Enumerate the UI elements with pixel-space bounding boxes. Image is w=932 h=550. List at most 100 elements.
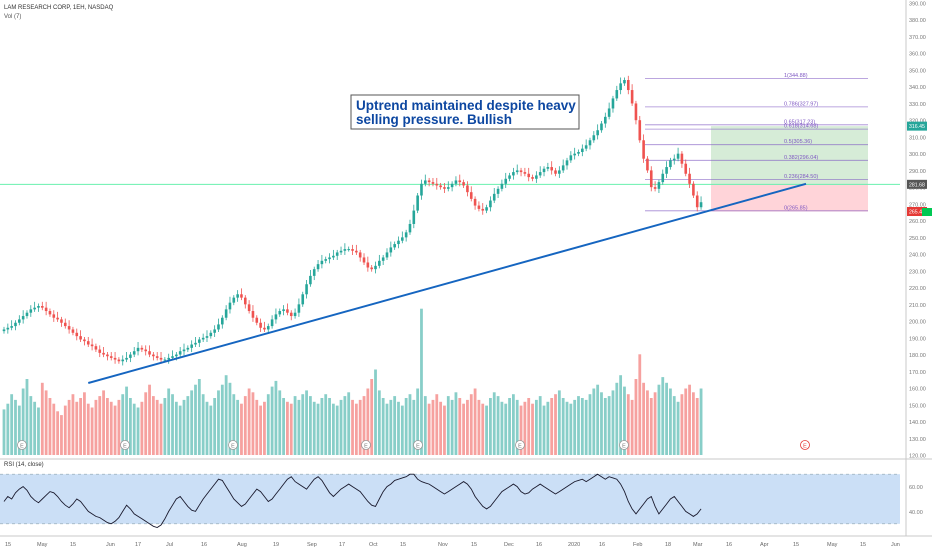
candle-body bbox=[6, 327, 10, 330]
candle-body bbox=[684, 163, 688, 174]
volume-bar bbox=[669, 388, 672, 455]
candle-body bbox=[508, 175, 511, 179]
candle-body bbox=[144, 349, 148, 352]
volume-bar bbox=[519, 405, 523, 455]
price-tick-label: 370.00 bbox=[909, 35, 926, 41]
candle-body bbox=[140, 347, 144, 350]
volume-bar bbox=[301, 394, 305, 455]
earnings-marker[interactable] bbox=[120, 440, 130, 450]
candle-body bbox=[217, 324, 220, 330]
profit-zone[interactable] bbox=[711, 126, 868, 185]
time-axis-label: Mar bbox=[693, 542, 703, 548]
volume-bar bbox=[423, 396, 427, 455]
candle-body bbox=[546, 167, 550, 169]
volume-bar bbox=[83, 392, 86, 455]
candle-body bbox=[492, 193, 496, 201]
volume-bar bbox=[454, 392, 458, 455]
volume-bar bbox=[607, 396, 611, 455]
volume-bar bbox=[692, 392, 695, 455]
earnings-marker[interactable] bbox=[361, 440, 371, 450]
trendline[interactable] bbox=[87, 182, 807, 384]
volume-bar bbox=[171, 394, 174, 455]
volume-bar bbox=[534, 399, 538, 455]
price-tick-label: 160.00 bbox=[909, 387, 926, 393]
volume-bar bbox=[21, 388, 25, 455]
candle-body bbox=[18, 319, 21, 323]
candle-body bbox=[393, 244, 396, 248]
volume-bar bbox=[98, 396, 102, 455]
candle-body bbox=[420, 183, 423, 196]
volume-bar bbox=[309, 396, 312, 455]
candle-body bbox=[496, 188, 500, 194]
candle-body bbox=[427, 180, 431, 183]
volume-bar bbox=[128, 398, 132, 455]
earnings-marker[interactable] bbox=[17, 440, 27, 450]
candle-body bbox=[159, 357, 163, 360]
candle-body bbox=[106, 354, 109, 357]
volume-bar bbox=[653, 392, 657, 455]
candle-body bbox=[263, 327, 266, 330]
fib-level-label: 0.65(317.23) bbox=[784, 119, 815, 125]
volume-bar bbox=[584, 399, 588, 455]
volume-bar bbox=[580, 398, 584, 455]
fib-level-label: 0.236(284.50) bbox=[784, 174, 818, 180]
candle-body bbox=[102, 352, 105, 355]
rsi-band bbox=[0, 474, 900, 524]
volume-bar bbox=[109, 401, 113, 455]
volume-bar bbox=[611, 390, 615, 455]
candle-body bbox=[190, 344, 193, 348]
volume-bar bbox=[240, 403, 243, 455]
candle-body bbox=[362, 257, 366, 263]
time-axis-label: 15 bbox=[70, 542, 76, 548]
volume-bar bbox=[381, 398, 385, 455]
candle-body bbox=[519, 170, 523, 173]
volume-bar bbox=[439, 401, 443, 455]
volume-bar bbox=[305, 390, 308, 455]
time-axis-label: Nov bbox=[438, 542, 448, 548]
candle-body bbox=[63, 322, 67, 327]
volume-bar bbox=[450, 399, 454, 455]
candle-body bbox=[515, 170, 519, 173]
volume-bar bbox=[197, 379, 201, 455]
candle-body bbox=[642, 140, 645, 159]
time-axis-label: 16 bbox=[201, 542, 207, 548]
volume-bar bbox=[148, 384, 151, 455]
earnings-marker[interactable] bbox=[800, 440, 810, 450]
volume-bar bbox=[477, 399, 481, 455]
candle-body bbox=[596, 130, 599, 136]
candle-body bbox=[581, 148, 584, 152]
candle-body bbox=[623, 80, 626, 84]
time-axis-label: 15 bbox=[5, 542, 11, 548]
candle-body bbox=[699, 202, 703, 208]
earnings-marker[interactable] bbox=[413, 440, 423, 450]
candle-body bbox=[44, 307, 48, 312]
volume-bar bbox=[132, 403, 136, 455]
time-axis-label: Sep bbox=[307, 542, 317, 548]
earnings-marker[interactable] bbox=[515, 440, 525, 450]
candle-body bbox=[282, 309, 285, 312]
volume-bar bbox=[500, 401, 504, 455]
price-tick-label: 290.00 bbox=[909, 169, 926, 175]
earnings-marker-label: E bbox=[123, 444, 127, 450]
volume-bar bbox=[377, 390, 381, 455]
time-axis-label: 16 bbox=[726, 542, 732, 548]
price-tick-label: 260.00 bbox=[909, 219, 926, 225]
volume-bar bbox=[351, 399, 354, 455]
volume-bar bbox=[680, 394, 684, 455]
candle-body bbox=[178, 351, 182, 355]
candle-body bbox=[316, 264, 320, 270]
candle-body bbox=[561, 165, 565, 171]
candle-body bbox=[309, 275, 312, 285]
candle-body bbox=[94, 346, 98, 350]
volume-bar bbox=[515, 399, 519, 455]
candle-body bbox=[301, 294, 305, 305]
earnings-marker-label: E bbox=[416, 444, 420, 450]
fib-level-label: 0(265.85) bbox=[784, 205, 808, 211]
candle-body bbox=[688, 173, 691, 184]
earnings-marker[interactable] bbox=[619, 440, 629, 450]
earnings-marker[interactable] bbox=[228, 440, 238, 450]
volume-bar bbox=[289, 403, 293, 455]
volume-bar bbox=[538, 396, 542, 455]
annotation-box[interactable] bbox=[350, 94, 580, 130]
